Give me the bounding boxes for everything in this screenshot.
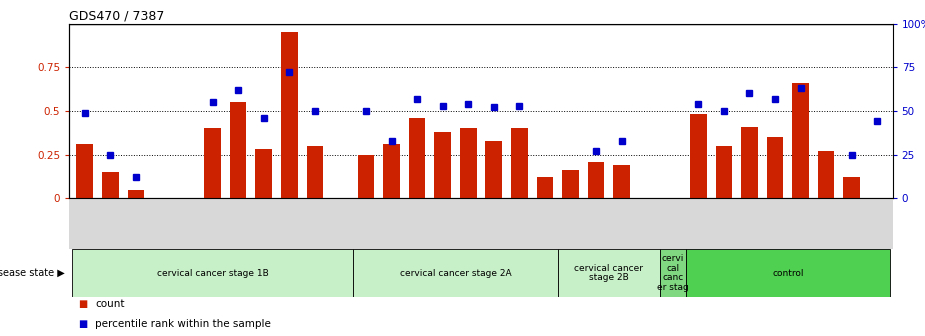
Bar	[204, 128, 221, 198]
Bar	[741, 127, 758, 198]
Text: cervi
cal
canc
er stag: cervi cal canc er stag	[657, 254, 688, 292]
Bar	[128, 190, 144, 198]
Text: ■: ■	[79, 319, 88, 329]
Bar	[511, 128, 527, 198]
Bar	[793, 83, 808, 198]
Bar	[435, 132, 451, 198]
Bar	[660, 249, 685, 297]
Text: ■: ■	[79, 299, 88, 309]
Bar	[229, 102, 246, 198]
Text: percentile rank within the sample: percentile rank within the sample	[95, 319, 271, 329]
Bar	[486, 140, 502, 198]
Bar	[536, 177, 553, 198]
Text: count: count	[95, 299, 125, 309]
Bar	[690, 114, 707, 198]
Bar	[460, 128, 476, 198]
Text: cervical cancer
stage 2B: cervical cancer stage 2B	[574, 264, 643, 282]
Bar	[383, 144, 400, 198]
Text: cervical cancer stage 2A: cervical cancer stage 2A	[400, 268, 512, 278]
Bar	[685, 249, 890, 297]
Bar	[306, 146, 323, 198]
Bar	[102, 172, 118, 198]
Text: GDS470 / 7387: GDS470 / 7387	[69, 9, 165, 23]
Bar	[767, 137, 783, 198]
Bar	[77, 144, 93, 198]
Text: control: control	[772, 268, 804, 278]
Bar	[562, 170, 579, 198]
Bar	[558, 249, 660, 297]
Bar	[587, 162, 604, 198]
Bar	[281, 32, 298, 198]
Bar	[716, 146, 733, 198]
Bar	[353, 249, 558, 297]
Bar	[844, 177, 860, 198]
Text: cervical cancer stage 1B: cervical cancer stage 1B	[156, 268, 268, 278]
Bar	[358, 155, 375, 198]
Bar	[72, 249, 353, 297]
Bar	[255, 149, 272, 198]
Text: disease state ▶: disease state ▶	[0, 268, 65, 278]
Bar	[613, 165, 630, 198]
Bar	[409, 118, 426, 198]
Bar	[818, 151, 834, 198]
